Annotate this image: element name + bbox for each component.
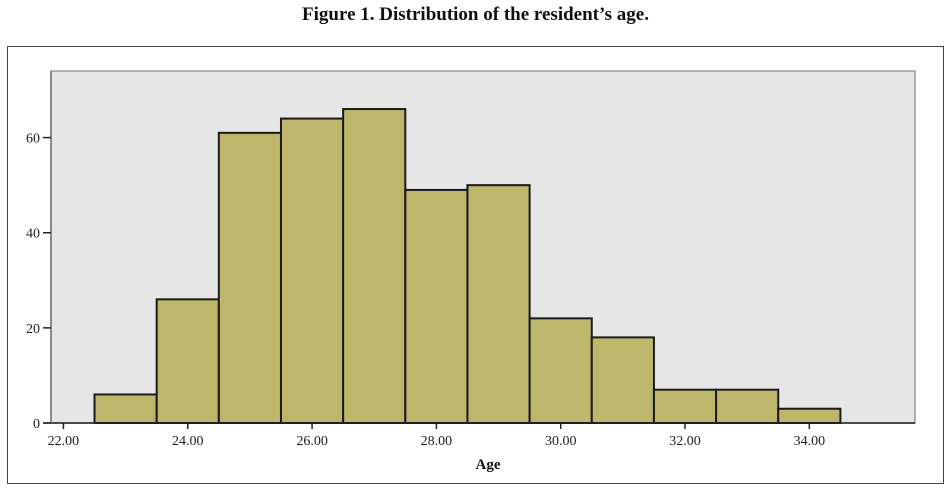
y-tick-label: 0	[33, 417, 40, 432]
histogram-bar	[715, 388, 780, 424]
x-axis-title: Age	[476, 457, 501, 473]
histogram-bar	[342, 108, 407, 425]
y-axis: 0 20 40 60	[26, 71, 52, 432]
x-tick-label: 32.00	[669, 434, 701, 449]
x-tick-label: 24.00	[172, 434, 204, 449]
x-tick-label: 22.00	[48, 434, 80, 449]
x-tick-label: 26.00	[296, 434, 328, 449]
histogram-bar	[528, 317, 593, 424]
histogram-bar	[466, 184, 531, 424]
bars-group	[93, 108, 842, 425]
chart-frame	[7, 46, 944, 484]
histogram-bar	[652, 388, 718, 424]
y-tick-label: 60	[26, 132, 40, 147]
histogram-bar	[279, 117, 345, 424]
x-tick-label: 30.00	[545, 434, 577, 449]
histogram-bar	[155, 298, 220, 424]
x-tick-label: 28.00	[421, 434, 453, 449]
histogram-bar	[777, 407, 842, 425]
y-tick-label: 40	[26, 227, 40, 242]
histogram-bar	[404, 188, 469, 424]
x-tick-label: 34.00	[794, 434, 826, 449]
x-axis: 22.00 24.00 26.00 28.00 30.00 32.00 34.00	[43, 422, 915, 449]
histogram-bar	[590, 336, 655, 425]
chart-title: Figure 1. Distribution of the resident’s…	[302, 4, 649, 25]
histogram-bar	[93, 393, 158, 425]
histogram-bar	[217, 131, 282, 425]
y-tick-label: 20	[26, 322, 40, 337]
